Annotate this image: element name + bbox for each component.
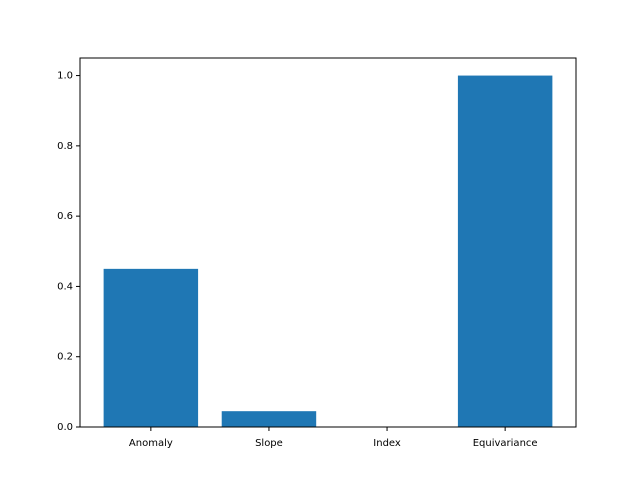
y-tick-label: 1.0 [57, 71, 73, 82]
x-tick-label: Slope [255, 438, 283, 449]
ticks-layer: 0.0 0.2 0.4 0.6 0.8 1.0 Anomaly Slope Index Equiv… [57, 71, 537, 449]
y-tick-label: 0.2 [57, 352, 73, 363]
y-tick-label: 0.8 [57, 141, 73, 152]
x-tick-label: Index [373, 438, 401, 449]
y-tick-label: 0.6 [57, 211, 73, 222]
bar-anomaly [103, 268, 199, 427]
x-tick-label: Equivariance [473, 438, 538, 449]
axes-layer [79, 57, 577, 428]
y-tick-label: 0.0 [57, 422, 73, 433]
y-tick-label: 0.4 [57, 281, 73, 292]
bars-layer [103, 75, 553, 428]
x-tick-label: Anomaly [129, 438, 173, 449]
bar-slope [221, 411, 317, 427]
axes-frame [79, 57, 577, 428]
bar-equivariance [457, 75, 553, 428]
